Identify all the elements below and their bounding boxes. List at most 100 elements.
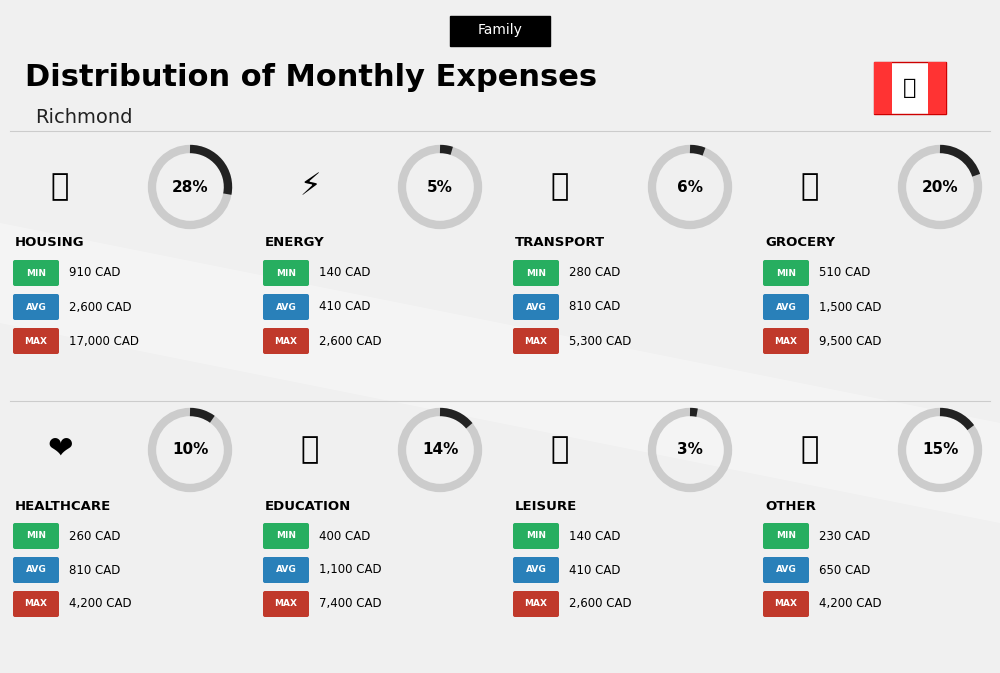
FancyBboxPatch shape [13, 557, 59, 583]
Text: MAX: MAX [774, 336, 798, 345]
Text: MAX: MAX [524, 336, 548, 345]
Text: 400 CAD: 400 CAD [319, 530, 370, 542]
Text: 2,600 CAD: 2,600 CAD [569, 598, 632, 610]
Text: MIN: MIN [26, 269, 46, 277]
Text: 🚌: 🚌 [551, 172, 569, 201]
Text: 🎓: 🎓 [301, 435, 319, 464]
Text: OTHER: OTHER [765, 499, 816, 513]
Text: 410 CAD: 410 CAD [319, 301, 370, 314]
Text: MAX: MAX [24, 600, 48, 608]
FancyBboxPatch shape [763, 523, 809, 549]
FancyBboxPatch shape [513, 523, 559, 549]
FancyBboxPatch shape [13, 328, 59, 354]
Text: 5%: 5% [427, 180, 453, 194]
FancyBboxPatch shape [263, 591, 309, 617]
FancyBboxPatch shape [513, 328, 559, 354]
Text: HEALTHCARE: HEALTHCARE [15, 499, 111, 513]
Text: 260 CAD: 260 CAD [69, 530, 120, 542]
Text: 5,300 CAD: 5,300 CAD [569, 334, 631, 347]
FancyBboxPatch shape [13, 294, 59, 320]
Text: 140 CAD: 140 CAD [569, 530, 620, 542]
Text: AVG: AVG [276, 302, 296, 312]
Text: MAX: MAX [524, 600, 548, 608]
FancyBboxPatch shape [874, 62, 892, 114]
FancyBboxPatch shape [263, 260, 309, 286]
Text: 6%: 6% [677, 180, 703, 194]
Text: 650 CAD: 650 CAD [819, 563, 870, 577]
FancyBboxPatch shape [13, 591, 59, 617]
Text: MIN: MIN [26, 532, 46, 540]
FancyBboxPatch shape [513, 557, 559, 583]
Text: 9,500 CAD: 9,500 CAD [819, 334, 882, 347]
FancyBboxPatch shape [513, 260, 559, 286]
Text: 4,200 CAD: 4,200 CAD [69, 598, 132, 610]
Text: 🛍: 🛍 [551, 435, 569, 464]
Text: 810 CAD: 810 CAD [569, 301, 620, 314]
FancyBboxPatch shape [263, 328, 309, 354]
Text: MAX: MAX [274, 600, 298, 608]
Text: 17,000 CAD: 17,000 CAD [69, 334, 139, 347]
Text: MIN: MIN [526, 532, 546, 540]
Text: AVG: AVG [526, 302, 546, 312]
Text: LEISURE: LEISURE [515, 499, 577, 513]
FancyBboxPatch shape [763, 260, 809, 286]
Text: 410 CAD: 410 CAD [569, 563, 620, 577]
Text: ⚡: ⚡ [299, 172, 321, 201]
Text: 4,200 CAD: 4,200 CAD [819, 598, 882, 610]
FancyBboxPatch shape [874, 62, 946, 114]
FancyBboxPatch shape [763, 591, 809, 617]
Text: HOUSING: HOUSING [15, 236, 85, 250]
Text: 2,600 CAD: 2,600 CAD [69, 301, 132, 314]
FancyBboxPatch shape [513, 294, 559, 320]
Text: Richmond: Richmond [35, 108, 132, 127]
Text: 1,500 CAD: 1,500 CAD [819, 301, 882, 314]
FancyBboxPatch shape [263, 294, 309, 320]
Text: 140 CAD: 140 CAD [319, 267, 370, 279]
Text: AVG: AVG [526, 565, 546, 575]
Text: 2,600 CAD: 2,600 CAD [319, 334, 382, 347]
Text: ❤: ❤ [47, 435, 73, 464]
Text: AVG: AVG [26, 565, 46, 575]
Text: Family: Family [478, 23, 522, 37]
Text: MAX: MAX [774, 600, 798, 608]
Text: MAX: MAX [274, 336, 298, 345]
FancyBboxPatch shape [263, 557, 309, 583]
Text: AVG: AVG [776, 565, 796, 575]
Text: AVG: AVG [776, 302, 796, 312]
Text: 20%: 20% [922, 180, 958, 194]
Text: 230 CAD: 230 CAD [819, 530, 870, 542]
Text: 🍁: 🍁 [903, 78, 917, 98]
Text: 910 CAD: 910 CAD [69, 267, 120, 279]
Text: EDUCATION: EDUCATION [265, 499, 351, 513]
Text: MIN: MIN [276, 532, 296, 540]
Text: GROCERY: GROCERY [765, 236, 835, 250]
Text: 28%: 28% [172, 180, 208, 194]
Text: MAX: MAX [24, 336, 48, 345]
Text: 3%: 3% [677, 443, 703, 458]
Text: MIN: MIN [776, 532, 796, 540]
FancyBboxPatch shape [763, 294, 809, 320]
Polygon shape [0, 223, 1000, 523]
Text: 10%: 10% [172, 443, 208, 458]
Text: 14%: 14% [422, 443, 458, 458]
Text: 🏗: 🏗 [51, 172, 69, 201]
Text: AVG: AVG [26, 302, 46, 312]
Text: 1,100 CAD: 1,100 CAD [319, 563, 382, 577]
FancyBboxPatch shape [763, 557, 809, 583]
FancyBboxPatch shape [450, 16, 550, 46]
FancyBboxPatch shape [928, 62, 946, 114]
Text: 7,400 CAD: 7,400 CAD [319, 598, 382, 610]
FancyBboxPatch shape [13, 260, 59, 286]
FancyBboxPatch shape [13, 523, 59, 549]
Text: 💰: 💰 [801, 435, 819, 464]
Text: MIN: MIN [776, 269, 796, 277]
Text: AVG: AVG [276, 565, 296, 575]
Text: MIN: MIN [276, 269, 296, 277]
Text: 280 CAD: 280 CAD [569, 267, 620, 279]
Text: 🛒: 🛒 [801, 172, 819, 201]
Text: 510 CAD: 510 CAD [819, 267, 870, 279]
Text: TRANSPORT: TRANSPORT [515, 236, 605, 250]
Text: ENERGY: ENERGY [265, 236, 325, 250]
FancyBboxPatch shape [763, 328, 809, 354]
FancyBboxPatch shape [513, 591, 559, 617]
